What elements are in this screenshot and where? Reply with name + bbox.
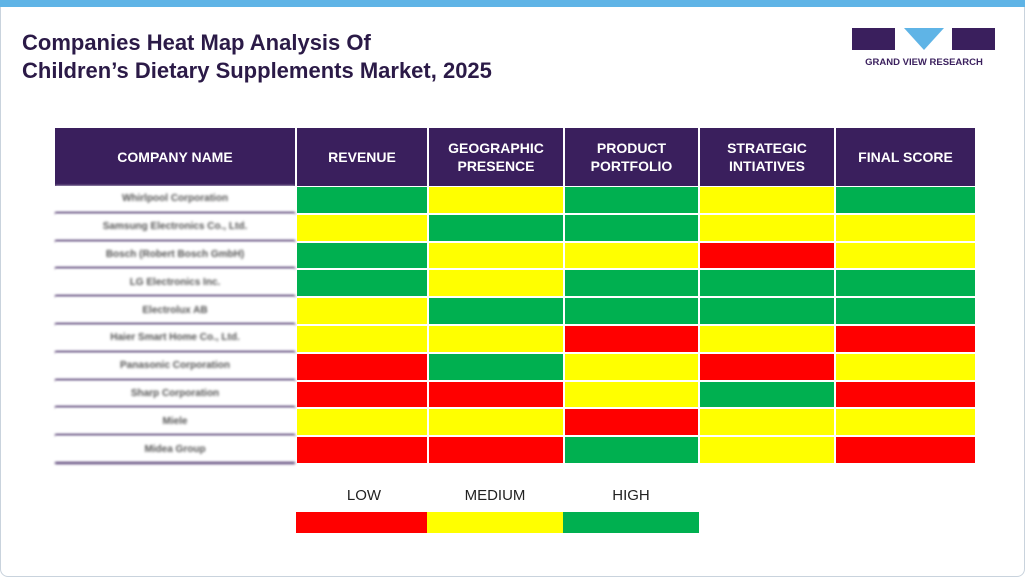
logo-text: GRAND VIEW RESEARCH: [865, 57, 983, 68]
heat-cell: [700, 242, 834, 269]
heat-cell: [297, 409, 427, 436]
heat-cell: [700, 353, 834, 380]
heat-cell: [297, 381, 427, 408]
heat-cell: [565, 187, 698, 213]
heat-cell: [565, 409, 698, 436]
heat-cell: [836, 298, 975, 324]
heat-cell: [700, 437, 834, 463]
heat-cell: [429, 270, 563, 297]
heat-cell: [836, 242, 975, 269]
heat-cell: [297, 353, 427, 380]
heat-cell: [297, 298, 427, 324]
column-header: PRODUCT PORTFOLIO: [565, 128, 698, 186]
heat-cell: [836, 187, 975, 213]
heat-cell: [836, 437, 975, 463]
heat-cell: [429, 437, 563, 463]
heat-cell: [429, 409, 563, 436]
heat-cell: [429, 381, 563, 408]
company-name: LG Electronics Inc.: [55, 269, 295, 298]
heat-cell: [429, 187, 563, 213]
heat-cell: [565, 353, 698, 380]
heat-cell: [297, 214, 427, 241]
legend-swatch: [427, 512, 563, 533]
company-name: Electrolux AB: [55, 297, 295, 325]
heat-cell: [700, 270, 834, 297]
heat-cell: [700, 381, 834, 408]
heat-cell: [836, 214, 975, 241]
heat-cell: [565, 381, 698, 408]
heat-cell: [297, 326, 427, 352]
legend-label: HIGH: [612, 487, 650, 504]
company-name: Whirlpool Corporation: [55, 186, 295, 214]
title-line: Children’s Dietary Supplements Market, 2…: [22, 58, 492, 83]
heat-cell: [565, 270, 698, 297]
column-header: STRATEGIC INTIATIVES: [700, 128, 834, 186]
legend-swatch: [296, 512, 427, 533]
company-name: Panasonic Corporation: [55, 352, 295, 381]
heat-cell: [700, 409, 834, 436]
heat-cell: [836, 270, 975, 297]
column-header: FINAL SCORE: [836, 128, 975, 186]
heat-cell: [836, 353, 975, 380]
heat-cell: [297, 437, 427, 463]
heat-cell: [297, 187, 427, 213]
heat-cell: [700, 214, 834, 241]
heat-cell: [429, 242, 563, 269]
heat-cell: [297, 242, 427, 269]
heat-cell: [565, 298, 698, 324]
heat-cell: [700, 326, 834, 352]
heat-cell: [700, 187, 834, 213]
legend-label: MEDIUM: [464, 487, 526, 504]
column-header: COMPANY NAME: [55, 128, 295, 186]
company-name: Haier Smart Home Co., Ltd.: [55, 325, 295, 353]
heat-cell: [836, 326, 975, 352]
company-name: Bosch (Robert Bosch GmbH): [55, 241, 295, 270]
heat-cell: [429, 326, 563, 352]
heat-cell: [297, 270, 427, 297]
heat-cell: [700, 298, 834, 324]
heat-cell: [565, 242, 698, 269]
column-header: GEOGRAPHIC PRESENCE: [429, 128, 563, 186]
heat-cell: [565, 437, 698, 463]
company-name: Miele: [55, 408, 295, 437]
top-strip: [0, 0, 1025, 7]
heat-cell: [836, 409, 975, 436]
heat-cell: [836, 381, 975, 408]
title-line: Companies Heat Map Analysis Of: [22, 30, 371, 55]
heat-cell: [565, 326, 698, 352]
logo: GRAND VIEW RESEARCH: [852, 28, 995, 68]
company-name: Samsung Electronics Co., Ltd.: [55, 213, 295, 242]
company-name: Sharp Corporation: [55, 380, 295, 409]
legend-label: LOW: [346, 487, 382, 504]
legend-swatch: [563, 512, 699, 533]
heat-cell: [429, 214, 563, 241]
heat-cell: [429, 298, 563, 324]
company-name: Midea Group: [55, 436, 295, 464]
heat-cell: [429, 353, 563, 380]
column-header: REVENUE: [297, 128, 427, 186]
heat-cell: [565, 214, 698, 241]
